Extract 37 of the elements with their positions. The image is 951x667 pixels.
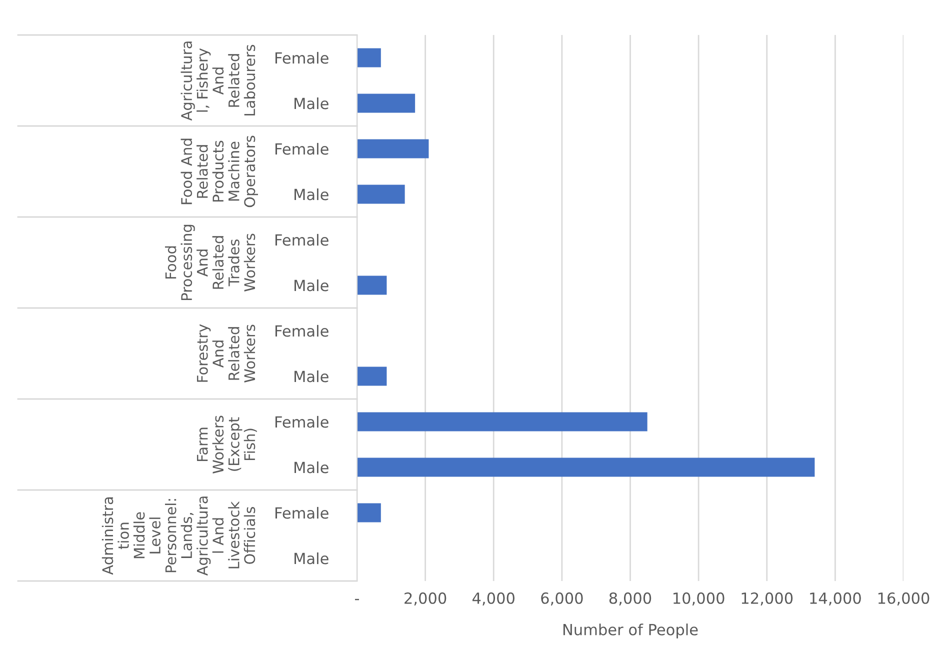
bar	[357, 503, 381, 522]
y-tick-label: Female	[275, 52, 328, 64]
bar	[357, 276, 387, 295]
y-tick-label: Female	[275, 416, 328, 428]
x-tick-label: 14,000	[810, 592, 861, 606]
x-tick-label: 6,000	[541, 592, 583, 606]
x-tick-label: 12,000	[742, 592, 793, 606]
text: Administra tion Middle Level Personnel: Lands, Agricultura l And Livestock Officials	[102, 496, 256, 576]
y-tick-label: Female	[275, 234, 328, 246]
x-tick-label: 4,000	[472, 592, 514, 606]
text: Forestry And Related Workers	[197, 324, 256, 382]
bar	[357, 412, 648, 432]
bar	[357, 94, 416, 113]
bar	[357, 458, 815, 477]
x-axis-title: Number of People	[563, 624, 698, 638]
y-tick-label: Female	[275, 324, 328, 337]
x-tick-label: 8,000	[609, 592, 652, 606]
x-tick-label: -	[354, 598, 360, 600]
text: Agricultura l, Fishery And Related Labourers	[180, 42, 256, 121]
y-tick-label: Female	[275, 506, 328, 519]
y-tick-label: Female	[275, 142, 328, 155]
x-tick-label: 10,000	[674, 592, 724, 606]
x-tick-label: 2,000	[404, 592, 446, 606]
text: Farm Workers (Except Fish)	[197, 416, 257, 474]
y-tick-label: Male	[294, 97, 328, 110]
bar	[357, 184, 405, 204]
y-tick-label: Male	[294, 461, 328, 474]
text: Food And Related Products Machine Operators	[180, 136, 258, 208]
y-tick-label: Male	[294, 370, 328, 382]
bar	[357, 139, 429, 158]
y-tick-label: Male	[294, 279, 328, 292]
y-tick-label: Male	[294, 552, 328, 564]
text: Food Processing And Related Trades Workers	[165, 224, 256, 300]
y-tick-label: Male	[294, 188, 328, 200]
bar	[357, 366, 387, 386]
bar	[357, 48, 381, 68]
x-tick-label: 16,000	[878, 592, 930, 606]
